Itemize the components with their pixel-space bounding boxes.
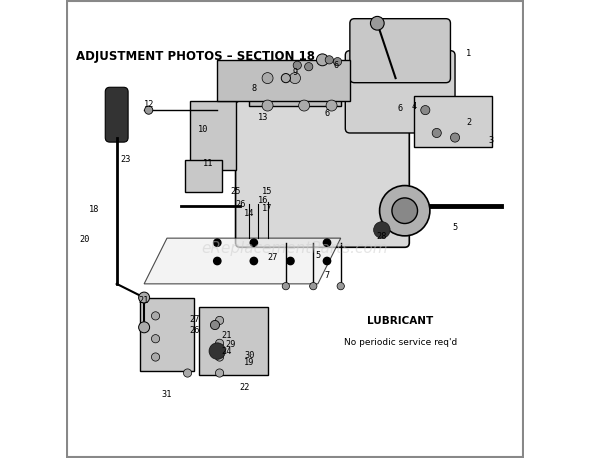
Polygon shape xyxy=(217,61,350,102)
Text: 6: 6 xyxy=(324,109,330,118)
Text: 19: 19 xyxy=(244,357,254,366)
Text: 1: 1 xyxy=(466,50,471,58)
Circle shape xyxy=(152,312,160,320)
Text: 10: 10 xyxy=(198,125,209,134)
Text: 28: 28 xyxy=(376,232,387,241)
Circle shape xyxy=(183,369,192,377)
Text: 7: 7 xyxy=(324,271,330,280)
Circle shape xyxy=(250,240,257,247)
Polygon shape xyxy=(140,298,195,371)
Text: 16: 16 xyxy=(258,196,268,204)
Circle shape xyxy=(215,317,224,325)
Circle shape xyxy=(250,258,257,265)
Text: 29: 29 xyxy=(226,339,236,348)
Circle shape xyxy=(145,107,153,115)
Text: 6: 6 xyxy=(398,104,403,113)
Text: 12: 12 xyxy=(143,100,154,108)
Circle shape xyxy=(421,106,430,116)
Circle shape xyxy=(310,283,317,290)
Text: No periodic service req'd: No periodic service req'd xyxy=(343,337,457,346)
Text: eReplacementParts.com: eReplacementParts.com xyxy=(202,240,388,255)
Circle shape xyxy=(282,283,290,290)
Circle shape xyxy=(214,240,221,247)
Text: 21: 21 xyxy=(139,296,149,305)
Text: 27: 27 xyxy=(267,252,277,261)
Text: 8: 8 xyxy=(251,84,257,93)
Text: 2: 2 xyxy=(466,118,471,127)
FancyBboxPatch shape xyxy=(345,51,455,134)
Circle shape xyxy=(152,335,160,343)
Polygon shape xyxy=(185,161,222,193)
Circle shape xyxy=(214,258,221,265)
Circle shape xyxy=(337,283,345,290)
Circle shape xyxy=(392,198,418,224)
Text: 15: 15 xyxy=(263,186,273,195)
Circle shape xyxy=(333,58,342,67)
Circle shape xyxy=(139,322,150,333)
Text: 13: 13 xyxy=(258,113,268,122)
Polygon shape xyxy=(414,97,491,147)
Text: 30: 30 xyxy=(244,351,254,359)
Circle shape xyxy=(293,62,301,70)
Circle shape xyxy=(281,74,290,84)
Text: 20: 20 xyxy=(80,234,90,243)
Polygon shape xyxy=(144,239,340,284)
Circle shape xyxy=(287,258,294,265)
Circle shape xyxy=(316,55,329,67)
FancyBboxPatch shape xyxy=(235,102,409,248)
Text: 18: 18 xyxy=(88,204,99,213)
Text: 4: 4 xyxy=(411,102,417,111)
Circle shape xyxy=(323,240,330,247)
Circle shape xyxy=(450,134,460,143)
Circle shape xyxy=(299,101,310,112)
Circle shape xyxy=(379,186,430,236)
Text: ADJUSTMENT PHOTOS – SECTION 18: ADJUSTMENT PHOTOS – SECTION 18 xyxy=(76,50,314,62)
Text: 25: 25 xyxy=(230,186,241,195)
Text: 3: 3 xyxy=(489,136,494,145)
Text: 26: 26 xyxy=(235,200,245,209)
Circle shape xyxy=(262,101,273,112)
Text: 17: 17 xyxy=(263,203,273,212)
Text: 31: 31 xyxy=(162,389,172,398)
Polygon shape xyxy=(199,307,268,375)
Circle shape xyxy=(373,222,390,239)
Circle shape xyxy=(209,343,225,359)
Text: 26: 26 xyxy=(189,325,199,334)
Text: 27: 27 xyxy=(189,314,199,323)
Text: 21: 21 xyxy=(221,330,232,339)
Circle shape xyxy=(371,17,384,31)
Polygon shape xyxy=(190,102,235,170)
Text: 11: 11 xyxy=(203,159,214,168)
Circle shape xyxy=(152,353,160,361)
Circle shape xyxy=(304,63,313,72)
Text: 6: 6 xyxy=(333,61,339,70)
Circle shape xyxy=(325,56,333,65)
Circle shape xyxy=(290,73,300,84)
Circle shape xyxy=(432,129,441,138)
FancyBboxPatch shape xyxy=(350,20,450,84)
Circle shape xyxy=(323,258,330,265)
Text: 22: 22 xyxy=(240,382,250,392)
Circle shape xyxy=(215,353,224,361)
FancyBboxPatch shape xyxy=(105,88,128,143)
Polygon shape xyxy=(250,79,340,106)
Text: 5: 5 xyxy=(453,223,458,232)
Circle shape xyxy=(139,292,150,303)
Text: 24: 24 xyxy=(221,346,232,355)
Circle shape xyxy=(326,101,337,112)
Text: 9: 9 xyxy=(293,67,297,77)
Text: 5: 5 xyxy=(315,250,320,259)
Text: 14: 14 xyxy=(244,209,254,218)
Text: LUBRICANT: LUBRICANT xyxy=(367,316,433,326)
Circle shape xyxy=(262,73,273,84)
Circle shape xyxy=(211,321,219,330)
Circle shape xyxy=(215,369,224,377)
Text: 23: 23 xyxy=(120,154,131,163)
Circle shape xyxy=(215,340,224,347)
